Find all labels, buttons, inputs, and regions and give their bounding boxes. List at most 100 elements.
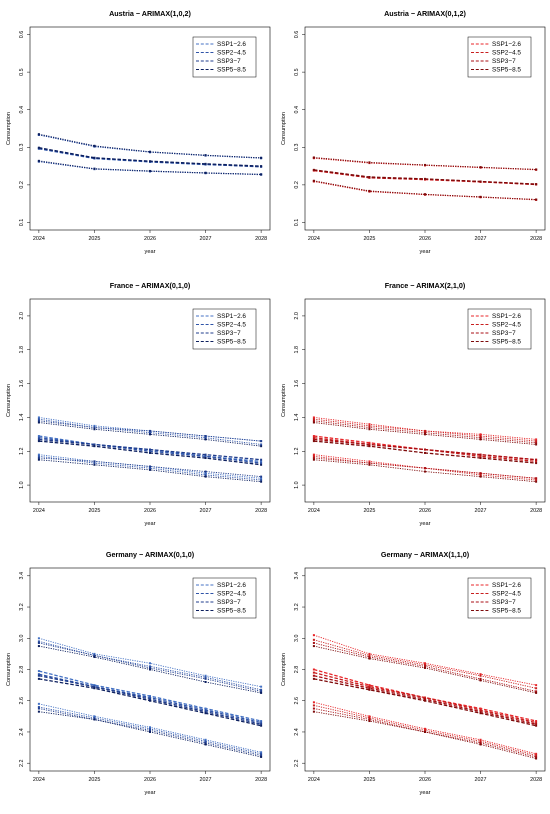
data-point (260, 723, 263, 726)
data-point (368, 441, 371, 444)
data-point (37, 710, 40, 713)
data-point (424, 727, 426, 730)
data-point (93, 167, 96, 170)
data-point (312, 416, 315, 419)
data-point (37, 133, 40, 136)
data-point (204, 677, 207, 680)
y-tick-label: 2.2 (19, 759, 25, 767)
data-point (149, 696, 151, 699)
y-tick-label: 0.2 (19, 181, 25, 189)
y-tick-label: 1.6 (294, 380, 300, 388)
data-point (368, 175, 371, 178)
y-tick-label: 0.4 (19, 106, 25, 114)
data-point (312, 707, 315, 710)
y-tick-label: 2.8 (19, 666, 25, 674)
y-tick-label: 1.8 (19, 346, 25, 354)
data-point (535, 720, 538, 723)
series-4 (312, 156, 538, 201)
data-point (479, 741, 482, 744)
data-point (479, 433, 482, 436)
data-point (368, 445, 371, 448)
data-point (535, 438, 538, 441)
data-point (479, 453, 482, 456)
series-4 (312, 421, 538, 483)
data-point (37, 438, 40, 441)
upper-bound-line (38, 637, 262, 688)
chart-panel-2: Austria − ARIMAX(0,1,2) 2024 2025 2026 2027 2… (281, 9, 546, 255)
data-point (37, 436, 40, 439)
y-tick-label: 1.0 (294, 481, 300, 489)
y-tick-label: 1.2 (294, 448, 300, 456)
data-point (204, 712, 207, 715)
data-point (424, 730, 426, 733)
upper-bound-line (313, 639, 537, 689)
data-point (368, 462, 371, 465)
x-axis-label: year (420, 790, 431, 796)
data-point (37, 457, 40, 460)
data-point (312, 674, 315, 677)
data-point (312, 710, 315, 713)
data-point (424, 699, 426, 702)
data-point (424, 429, 426, 432)
data-point (149, 727, 151, 730)
y-tick-label: 0.5 (19, 68, 25, 76)
data-point (93, 652, 96, 655)
x-tick-label: 2025 (88, 508, 100, 514)
data-point (93, 443, 96, 446)
legend-entry: SSP1−2.6 (217, 313, 246, 320)
x-tick-label: 2027 (200, 777, 212, 783)
data-point (204, 455, 207, 458)
series-1 (37, 637, 263, 754)
data-point (37, 421, 40, 424)
data-point (149, 729, 151, 732)
x-tick-label: 2025 (363, 236, 375, 242)
legend-entry: SSP5−8.5 (217, 608, 246, 615)
forecast-line (313, 169, 537, 185)
data-point (479, 436, 482, 439)
x-tick-label: 2024 (33, 236, 45, 242)
data-point (204, 162, 207, 165)
y-tick-label: 3.0 (19, 635, 25, 643)
x-tick-label: 2024 (308, 777, 320, 783)
data-point (37, 416, 40, 419)
data-point (479, 740, 482, 743)
data-point (479, 195, 482, 198)
chart-panel-4: France − ARIMAX(2,1,0) 2024 2025 2026 2027 20… (281, 281, 546, 527)
chart-panel-1: Austria − ARIMAX(1,0,2) 2024 2025 2026 2027 2… (6, 9, 271, 255)
data-point (204, 674, 207, 677)
y-tick-label: 1.2 (19, 448, 25, 456)
data-point (312, 453, 315, 456)
x-tick-label: 2026 (419, 508, 431, 514)
data-point (368, 443, 371, 446)
data-point (37, 705, 40, 708)
y-tick-label: 0.1 (294, 219, 300, 227)
data-point (260, 460, 263, 463)
upper-bound-line (313, 156, 537, 170)
data-point (149, 431, 151, 434)
data-point (479, 438, 482, 441)
y-axis-label: Consumption (281, 112, 287, 145)
data-point (204, 453, 207, 456)
y-tick-label: 0.6 (294, 31, 300, 39)
series-4 (37, 645, 263, 758)
data-point (260, 755, 263, 758)
chart-title: Germany − ARIMAX(1,1,0) (381, 550, 470, 559)
data-point (37, 458, 40, 461)
data-point (424, 696, 426, 699)
y-tick-label: 0.6 (19, 31, 25, 39)
data-point (535, 168, 538, 171)
legend-entry: SSP5−8.5 (217, 339, 246, 346)
x-axis-label: year (145, 790, 156, 796)
x-tick-label: 2025 (88, 777, 100, 783)
data-point (312, 436, 315, 439)
data-point (312, 457, 315, 460)
lower-bound-line (38, 160, 262, 175)
legend-entry: SSP2−4.5 (217, 322, 246, 329)
data-point (204, 472, 207, 475)
series-3 (37, 641, 263, 757)
data-point (312, 418, 315, 421)
data-point (260, 685, 263, 688)
